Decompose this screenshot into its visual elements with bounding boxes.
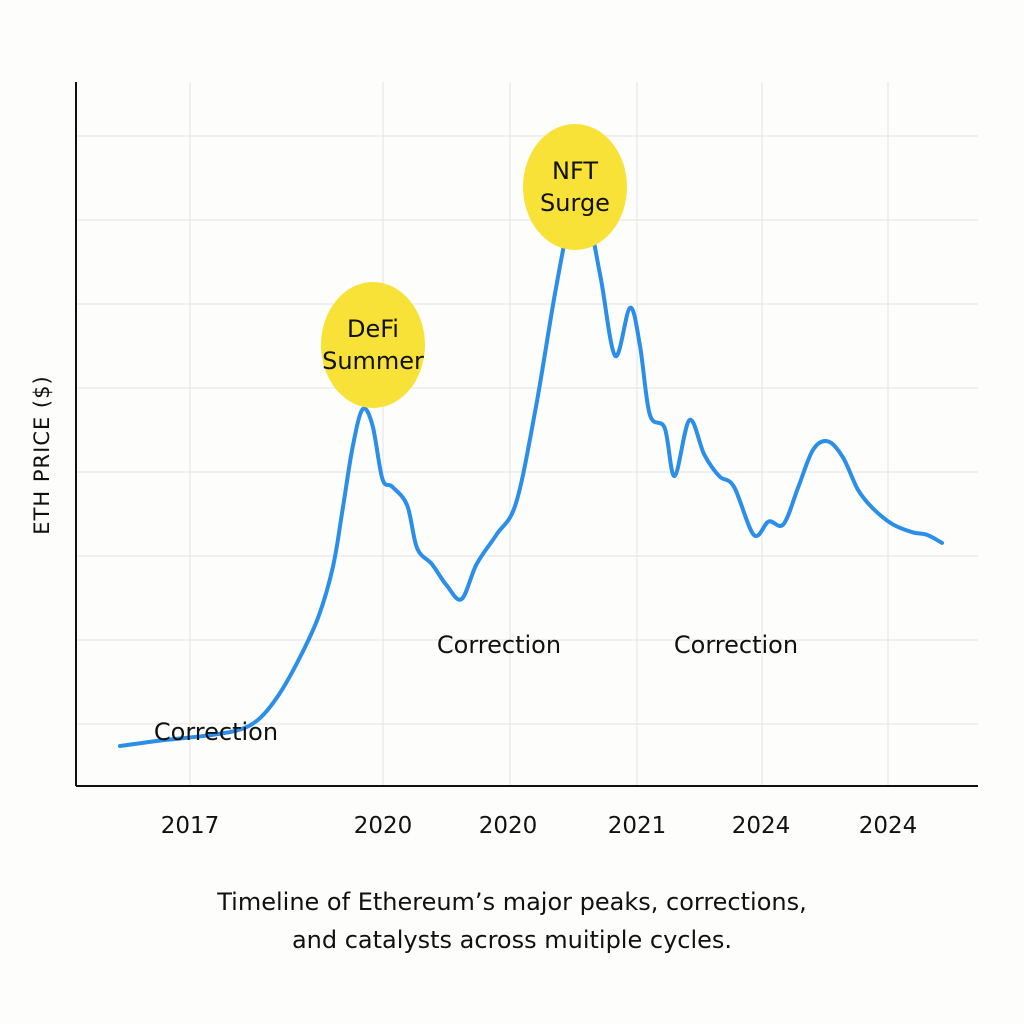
- x-tick-label: 2020: [479, 813, 538, 839]
- x-tick-labels: 2017 2020 2020 2021 2024 2024: [161, 813, 918, 839]
- bubble-label-line-1: DeFi: [347, 315, 399, 343]
- correction-label: Correction: [674, 631, 798, 659]
- catalyst-bubble: DeFi Summer: [321, 282, 425, 408]
- chart-grid: [76, 82, 978, 786]
- chart-axes: [75, 82, 978, 787]
- bubble-shape: [523, 124, 627, 250]
- correction-label: Correction: [437, 631, 561, 659]
- bubble-label-line-1: NFT: [552, 157, 598, 185]
- x-tick-label: 2017: [161, 813, 220, 839]
- eth-price-chart: ETH PRICE ($) 2017 2020 2020 2021 2024 2024 D…: [30, 82, 978, 839]
- chart-caption-line-2: and catalysts across muitiple cycles.: [291, 926, 733, 954]
- correction-label: Correction: [154, 718, 278, 746]
- x-tick-label: 2021: [608, 813, 667, 839]
- x-tick-label: 2024: [732, 813, 791, 839]
- bubble-shape: [321, 282, 425, 408]
- correction-annotations: Correction Correction Correction: [154, 631, 798, 746]
- eth-price-line: [118, 202, 944, 748]
- x-tick-label: 2020: [354, 813, 413, 839]
- bubble-label-line-2: Surge: [540, 189, 610, 217]
- catalyst-bubble: NFT Surge: [523, 124, 627, 250]
- y-axis-label: ETH PRICE ($): [30, 375, 54, 534]
- chart-caption-line-1: Timeline of Ethereum’s major peaks, corr…: [217, 888, 807, 916]
- bubble-label-line-2: Summer: [322, 347, 424, 375]
- x-tick-label: 2024: [859, 813, 918, 839]
- catalyst-bubbles: DeFi Summer NFT Surge: [321, 124, 627, 408]
